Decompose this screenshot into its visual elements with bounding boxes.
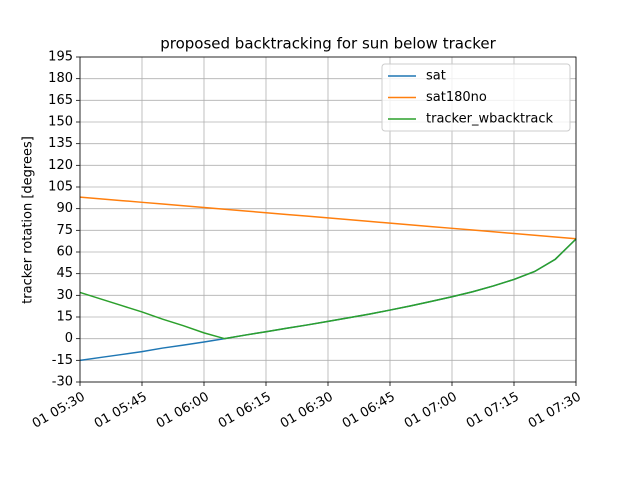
line-series <box>79 238 577 340</box>
x-tick-label: 01 07:30 <box>526 390 584 432</box>
y-axis-label: tracker rotation [degrees] <box>21 136 36 304</box>
y-tick-label: 75 <box>56 223 73 238</box>
y-tick-label: 0 <box>65 331 73 346</box>
y-tick-label: 195 <box>48 50 73 65</box>
y-tick-label: 150 <box>48 115 73 130</box>
legend-label: sat180no <box>426 90 487 105</box>
legend-label: tracker_wbacktrack <box>426 112 554 127</box>
legend-label: sat <box>426 69 446 84</box>
y-tick-label: 15 <box>56 310 73 325</box>
x-tick-label: 01 07:15 <box>464 390 522 432</box>
x-tick-label: 01 06:30 <box>278 390 336 432</box>
y-tick-label: 60 <box>56 245 73 260</box>
y-tick-label: 135 <box>48 136 73 151</box>
x-tick-label: 01 06:15 <box>216 390 274 432</box>
y-tick-label: -30 <box>52 375 73 390</box>
chart-title: proposed backtracking for sun below trac… <box>160 35 496 53</box>
x-tick-label: 01 06:45 <box>340 390 398 432</box>
line-series <box>79 196 577 240</box>
x-tick-label: 01 05:30 <box>30 390 88 432</box>
x-tick-label: 01 05:45 <box>92 390 150 432</box>
y-tick-label: 120 <box>48 158 73 173</box>
y-tick-label: 30 <box>56 288 73 303</box>
y-tick-label: 105 <box>48 180 73 195</box>
legend-box <box>381 63 571 132</box>
y-tick-label: 165 <box>48 93 73 108</box>
legend: sat sat180no tracker_wbacktrack <box>381 63 571 132</box>
y-tick-label: 90 <box>56 201 73 216</box>
y-tick-label: 180 <box>48 71 73 86</box>
x-tick-label: 01 06:00 <box>154 390 212 432</box>
x-tick-label: 01 07:00 <box>402 390 460 432</box>
plot-frame <box>79 56 577 383</box>
y-tick-label: -15 <box>52 353 73 368</box>
y-tick-label: 45 <box>56 266 73 281</box>
